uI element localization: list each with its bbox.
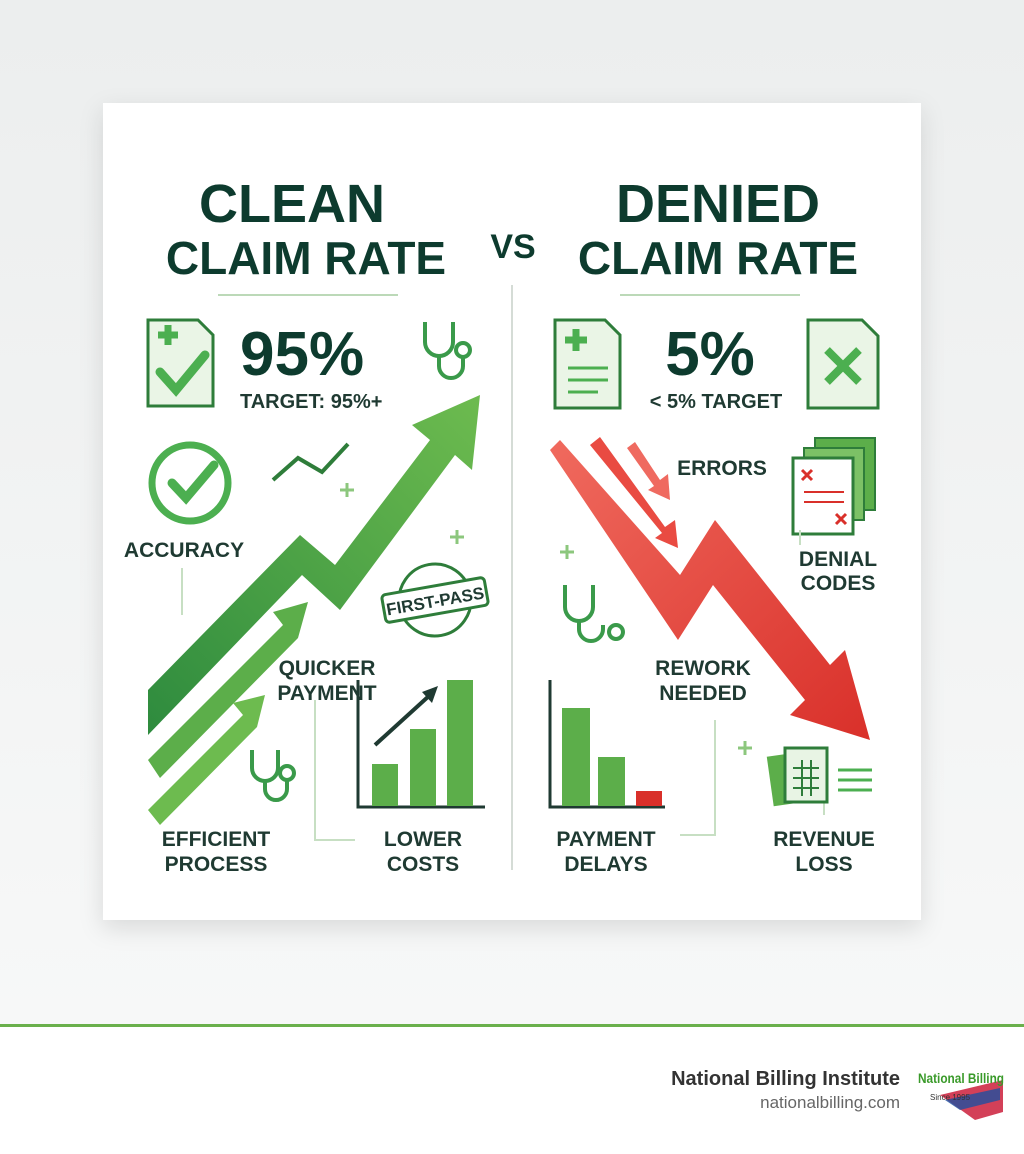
right-stat: 5% [665,320,755,389]
cost-bars-icon [356,680,485,809]
plus-icons [340,483,464,544]
left-title: CLAIM RATE [166,232,446,284]
document-check-icon [146,318,215,408]
connector-lines [181,568,355,841]
label: DENIAL [799,548,877,571]
document-icon [553,318,622,410]
footer-name: National Billing Institute [671,1068,900,1090]
label: LOWER [384,828,462,851]
left-title: CLEAN [199,174,385,234]
label: QUICKER [279,657,376,680]
label: COSTS [387,853,459,876]
vs-label: VS [490,228,535,266]
label: PAYMENT [277,682,376,705]
plus-icons [560,545,752,755]
label: LOSS [795,853,852,876]
right-title: DENIED [616,174,820,234]
stethoscope-icon [563,585,625,643]
label: PROCESS [165,853,268,876]
label: REWORK [655,657,751,680]
logo: National Billing Since 1995 [918,1070,1004,1120]
label: REVENUE [773,828,875,851]
right-target: < 5% TARGET [650,391,782,413]
trend-icon [271,442,350,482]
growth-arrows [148,395,480,825]
label: EFFICIENT [162,828,271,851]
denial-docs-icon [791,437,876,536]
label: DELAYS [564,853,647,876]
label: NEEDED [659,682,747,705]
decline-arrows [550,437,870,740]
left-stat: 95% [240,320,364,389]
footer-rule [0,1024,1024,1027]
right-title: CLAIM RATE [578,232,858,284]
footer-url: nationalbilling.com [760,1093,900,1112]
revenue-icon [766,746,872,807]
logo-name: National Billing [918,1070,1004,1086]
stethoscope-icon [423,322,472,380]
stethoscope-icon [250,750,296,802]
left-target: TARGET: 95%+ [240,391,382,413]
first-pass-stamp: FIRST-PASS [380,562,490,638]
label: PAYMENT [556,828,655,851]
label: CODES [801,572,876,595]
label: ACCURACY [124,539,244,562]
logo-since: Since 1995 [930,1093,971,1102]
accuracy-icon [148,441,232,525]
label: ERRORS [677,457,767,480]
document-x-icon [806,318,880,410]
delay-bars-icon [548,680,665,809]
